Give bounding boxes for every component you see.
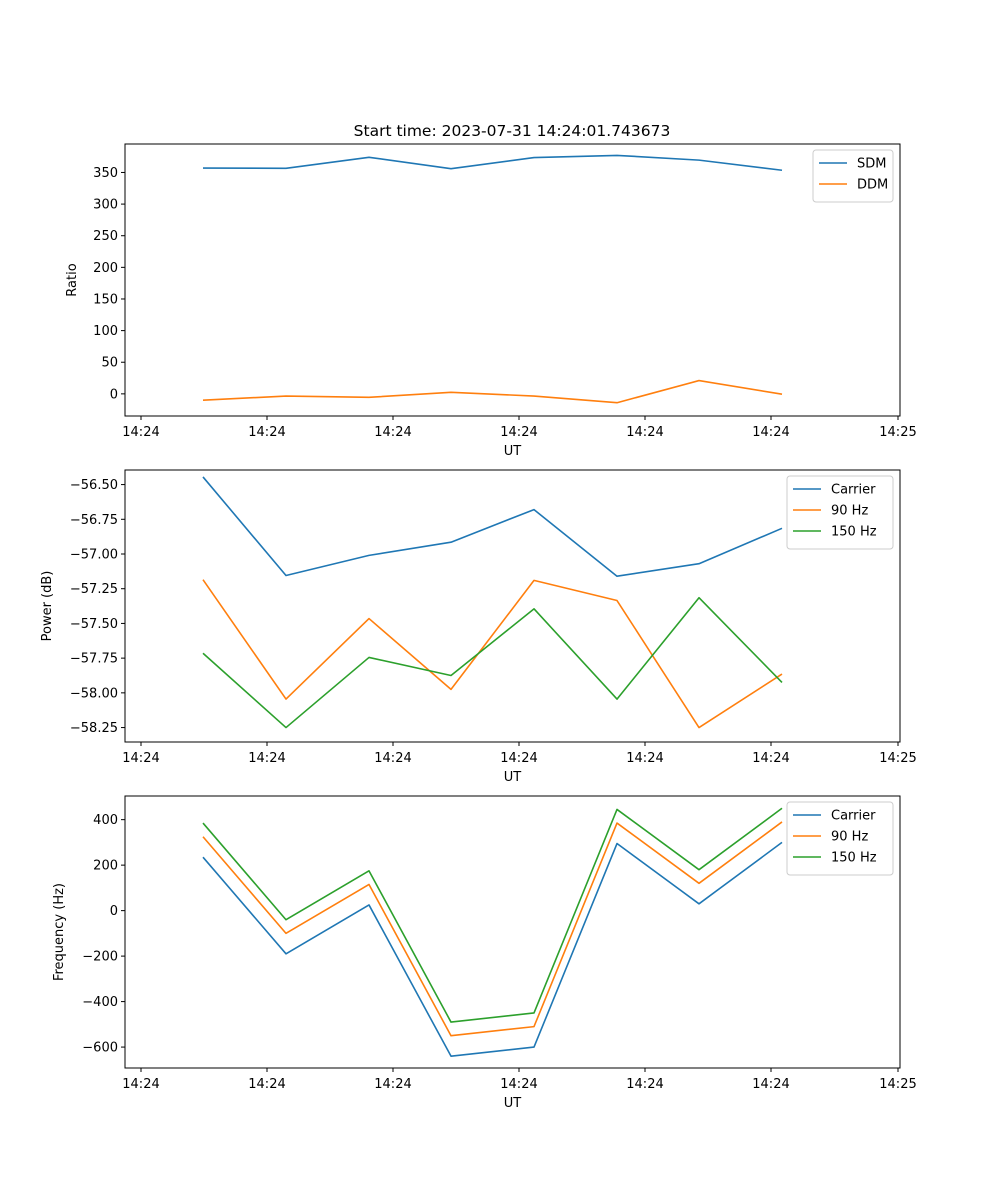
series-line-ddm bbox=[202, 379, 783, 404]
series-line-150-hz bbox=[202, 807, 783, 1023]
legend-label: Carrier bbox=[831, 809, 876, 824]
y-tick-label: 100 bbox=[93, 324, 118, 339]
series-line-90-hz bbox=[202, 579, 783, 729]
subplot-3: −600 −400 −200 0 200 400 14:24 14:24 14:24 14:24 1… bbox=[52, 795, 917, 1111]
y-tick-label: −57.75 bbox=[70, 652, 118, 667]
x-tick-label: 14:24 bbox=[374, 1077, 411, 1092]
x-tick-label: 14:24 bbox=[752, 1077, 789, 1092]
y-axis-label: Ratio bbox=[65, 263, 80, 296]
x-tick-label: 14:24 bbox=[374, 751, 411, 766]
x-axis-label: UT bbox=[504, 444, 522, 459]
y-tick-label: −56.75 bbox=[70, 513, 118, 528]
x-tick-label: 14:24 bbox=[626, 751, 663, 766]
x-tick-label: 14:24 bbox=[122, 751, 159, 766]
x-tick-label: 14:25 bbox=[879, 1077, 916, 1092]
y-tick-label: 200 bbox=[93, 261, 118, 276]
x-tick-label: 14:24 bbox=[248, 425, 285, 440]
axes-frame bbox=[124, 795, 901, 1069]
x-tick-label: 14:25 bbox=[879, 751, 916, 766]
x-tick-label: 14:24 bbox=[374, 425, 411, 440]
y-tick-label: 150 bbox=[93, 292, 118, 307]
axes-frame bbox=[124, 143, 901, 417]
axes-frame bbox=[124, 469, 901, 743]
y-axis-label: Frequency (Hz) bbox=[52, 883, 67, 981]
series-line-150-hz bbox=[202, 596, 783, 729]
y-tick-label: −400 bbox=[82, 995, 118, 1010]
subplots: 0 50 100 150 200 250 300 350 14:24 14:24 14:24 14:2… bbox=[40, 143, 917, 1111]
subplot-1: 0 50 100 150 200 250 300 350 14:24 14:24 14:24 14:2… bbox=[65, 143, 917, 459]
y-tick-label: 200 bbox=[93, 859, 118, 874]
legend-label: SDM bbox=[857, 157, 886, 172]
y-tick-label: 0 bbox=[110, 904, 118, 919]
y-tick-label: 250 bbox=[93, 229, 118, 244]
y-tick-label: 50 bbox=[101, 356, 118, 371]
x-axis-label: UT bbox=[504, 1096, 522, 1111]
y-tick-label: −56.50 bbox=[70, 478, 118, 493]
series-line-carrier bbox=[202, 476, 783, 578]
y-tick-label: −58.00 bbox=[70, 686, 118, 701]
y-tick-label: −58.25 bbox=[70, 721, 118, 736]
x-axis-label: UT bbox=[504, 770, 522, 785]
x-tick-label: 14:24 bbox=[626, 1077, 663, 1092]
x-tick-label: 14:24 bbox=[626, 425, 663, 440]
series-line-carrier bbox=[202, 841, 783, 1057]
x-tick-label: 14:24 bbox=[500, 425, 537, 440]
subplot-2: −58.25 −58.00 −57.75 −57.50 −57.25 −57.00 −56.… bbox=[40, 469, 917, 785]
y-tick-label: 300 bbox=[93, 198, 118, 213]
x-tick-label: 14:24 bbox=[248, 751, 285, 766]
legend: Carrier 90 Hz 150 Hz bbox=[786, 475, 894, 550]
y-tick-label: 400 bbox=[93, 813, 118, 828]
legend: Carrier 90 Hz 150 Hz bbox=[786, 801, 894, 876]
x-tick-label: 14:24 bbox=[500, 1077, 537, 1092]
y-tick-label: 350 bbox=[93, 166, 118, 181]
legend-label: Carrier bbox=[831, 483, 876, 498]
legend-label: 90 Hz bbox=[831, 504, 868, 519]
y-tick-label: −200 bbox=[82, 950, 118, 965]
y-tick-label: 0 bbox=[110, 387, 118, 402]
y-tick-label: −57.25 bbox=[70, 582, 118, 597]
legend-label: 90 Hz bbox=[831, 830, 868, 845]
series-line-sdm bbox=[202, 154, 783, 172]
x-tick-label: 14:24 bbox=[248, 1077, 285, 1092]
y-tick-label: −57.00 bbox=[70, 548, 118, 563]
x-tick-label: 14:24 bbox=[122, 1077, 159, 1092]
legend-label: 150 Hz bbox=[831, 851, 877, 866]
y-tick-label: −600 bbox=[82, 1041, 118, 1056]
x-tick-label: 14:24 bbox=[500, 751, 537, 766]
series-line-90-hz bbox=[202, 821, 783, 1037]
legend-label: DDM bbox=[857, 178, 888, 193]
y-tick-label: −57.50 bbox=[70, 617, 118, 632]
legend: SDM DDM bbox=[812, 149, 894, 203]
x-tick-label: 14:24 bbox=[752, 751, 789, 766]
y-axis-label: Power (dB) bbox=[40, 571, 55, 642]
x-tick-label: 14:24 bbox=[122, 425, 159, 440]
chart-title: Start time: 2023-07-31 14:24:01.743673 bbox=[354, 122, 671, 140]
x-tick-label: 14:24 bbox=[752, 425, 789, 440]
x-tick-label: 14:25 bbox=[879, 425, 916, 440]
legend-label: 150 Hz bbox=[831, 525, 877, 540]
